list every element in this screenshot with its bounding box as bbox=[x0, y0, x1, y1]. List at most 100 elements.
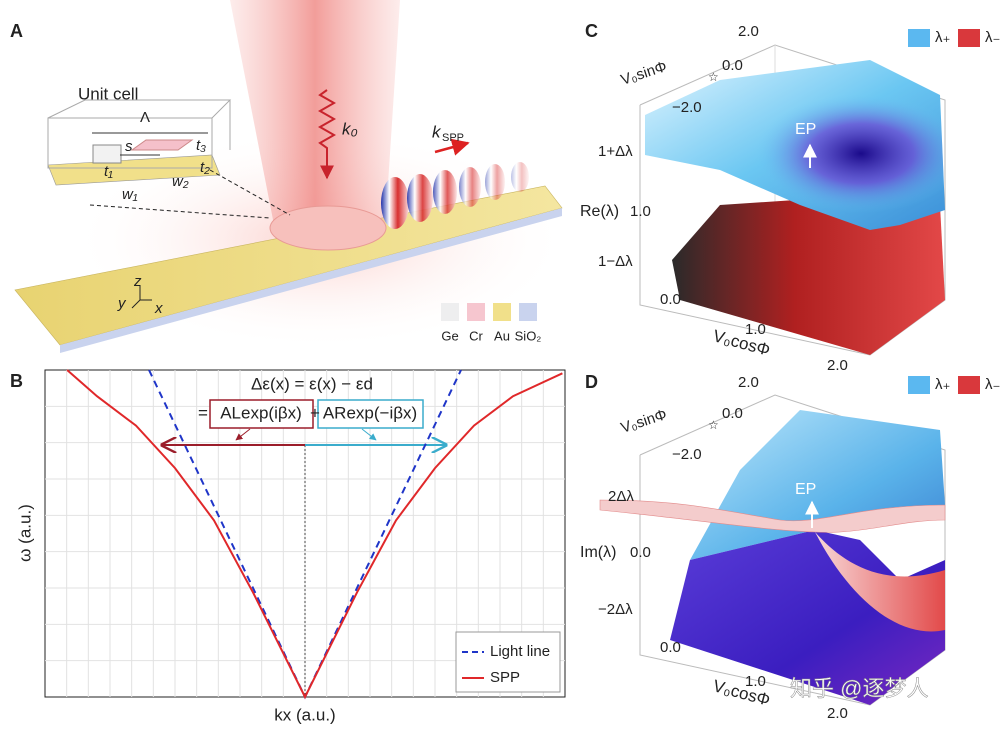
panel-c-text: 0.0 bbox=[722, 57, 743, 74]
panel-c-text: Re(λ) bbox=[580, 203, 619, 220]
panel-a-line bbox=[209, 169, 291, 216]
panel-c-text: 1.0 bbox=[745, 321, 766, 338]
panel-d-text: ☆ bbox=[708, 418, 719, 432]
material-label: SiO₂ bbox=[515, 328, 542, 343]
legend-swatch bbox=[908, 29, 930, 47]
unit-cell-rect bbox=[92, 144, 122, 164]
panel-a-polygon bbox=[230, 0, 400, 230]
material-swatch bbox=[441, 303, 459, 321]
legend: λ₊ λ₋ bbox=[908, 376, 1000, 394]
panel-d-text: V₀sinΦ bbox=[619, 406, 669, 437]
watermark: 知乎 @逐梦人 bbox=[790, 676, 928, 701]
panel-a-text: Unit cell bbox=[78, 84, 138, 103]
panel-a-text: y bbox=[117, 295, 127, 312]
panel-a-text: k bbox=[432, 122, 442, 141]
legend-label: SPP bbox=[490, 669, 520, 686]
panel-c-text: ☆ bbox=[708, 70, 719, 84]
legend-label: λ₊ bbox=[935, 376, 950, 393]
legend-label: Light line bbox=[490, 643, 550, 660]
panel-c-text: V₀sinΦ bbox=[619, 58, 669, 89]
panel-c: C 2.0 V₀sinΦ 0.0 ☆ −2.0 1+Δλ Re(λ) 1.0 1… bbox=[580, 21, 1000, 374]
panel-b-text: ALexp(iβx) bbox=[220, 403, 302, 422]
panel-a-line bbox=[89, 204, 271, 219]
unit-cell-polygon bbox=[47, 154, 221, 186]
panel-a-text: t₃ bbox=[196, 137, 206, 154]
unit-cell bbox=[47, 99, 232, 186]
panel-b: Light line SPP B Δε(x) = ε(x) − εd = ALex… bbox=[10, 369, 566, 724]
panel-c-text: 2.0 bbox=[827, 357, 848, 374]
panel-a-text: z bbox=[133, 273, 142, 290]
panel-b-text: B bbox=[10, 371, 23, 391]
panel-b-line bbox=[361, 428, 377, 441]
panel-d-text: EP bbox=[795, 481, 816, 498]
grid bbox=[45, 370, 565, 697]
panel-c-text: 1.0 bbox=[630, 203, 651, 220]
panel-c-polygon bbox=[672, 195, 945, 355]
panel-c-text: 1+Δλ bbox=[598, 143, 633, 160]
panel-c-text: 2.0 bbox=[738, 23, 759, 40]
panel-a-text: t₂ bbox=[200, 159, 210, 176]
legend-label: λ₋ bbox=[985, 376, 1000, 393]
panel-d-text: 0.0 bbox=[722, 405, 743, 422]
panel-d-path bbox=[599, 499, 946, 533]
panel-a-path bbox=[317, 89, 337, 180]
panel-d-text: 2.0 bbox=[738, 374, 759, 391]
material-label: Ge bbox=[441, 328, 458, 343]
panel-c-polygon bbox=[645, 60, 945, 230]
material-legend: Ge Cr Au SiO₂ bbox=[441, 303, 541, 343]
panel-a-text: w₁ bbox=[122, 186, 138, 203]
panel-d-text: −2Δλ bbox=[598, 601, 633, 618]
unit-cell-polygon bbox=[47, 99, 232, 119]
panel-d-text: 1.0 bbox=[745, 673, 766, 690]
panel-b-text: + bbox=[310, 403, 320, 422]
panel-d-text: Im(λ) bbox=[580, 544, 616, 561]
spp-wave-ellipse bbox=[381, 177, 409, 229]
panel-c-text: C bbox=[585, 21, 598, 41]
legend-label: λ₋ bbox=[985, 29, 1000, 46]
panel-c-text: EP bbox=[795, 121, 816, 138]
panel-d-path bbox=[815, 532, 945, 632]
panel-b-text: Δε(x) = ε(x) − εd bbox=[251, 374, 373, 393]
spp-wave-ellipse bbox=[407, 174, 433, 222]
panel-b-text: = bbox=[198, 403, 208, 422]
spp-wave-ellipse bbox=[485, 164, 505, 200]
spp-wave-ellipse bbox=[459, 167, 481, 207]
material-swatch bbox=[519, 303, 537, 321]
panel-a-text: A bbox=[10, 21, 23, 41]
panel-c-text: 0.0 bbox=[660, 291, 681, 308]
panel-d-text: 0.0 bbox=[660, 639, 681, 656]
series-line bbox=[66, 369, 563, 700]
panel-c-text: 1−Δλ bbox=[598, 253, 633, 270]
panel-a-polygon bbox=[60, 208, 562, 353]
panel-a-ellipse bbox=[269, 205, 387, 251]
panel-d-text: D bbox=[585, 372, 598, 392]
unit-cell-polygon bbox=[130, 139, 194, 151]
plot-lines: Light line SPP bbox=[66, 369, 563, 700]
legend-label: λ₊ bbox=[935, 29, 950, 46]
material-swatch bbox=[493, 303, 511, 321]
panel-d-text: 0.0 bbox=[630, 544, 651, 561]
panel-a-text: SPP bbox=[442, 132, 464, 144]
legend-swatch bbox=[908, 376, 930, 394]
legend: λ₊ λ₋ bbox=[908, 29, 1000, 47]
panel-a-text: x bbox=[154, 300, 163, 317]
panel-d-text: 2.0 bbox=[827, 705, 848, 722]
panel-a-line bbox=[131, 299, 141, 309]
panel-b-text: ω (a.u.) bbox=[15, 504, 34, 562]
panel-b-rect bbox=[455, 631, 561, 693]
spp-wave bbox=[381, 162, 529, 229]
panel-a-text: Λ bbox=[140, 109, 150, 126]
panel-b-rect bbox=[317, 399, 424, 429]
panel-c-text: −2.0 bbox=[672, 99, 702, 116]
spp-wave-ellipse bbox=[433, 170, 457, 214]
panel-a-text: t₁ bbox=[104, 163, 113, 180]
panel-a-text: w₂ bbox=[172, 173, 189, 190]
panel-a-text: s bbox=[125, 138, 133, 155]
material-label: Au bbox=[494, 328, 510, 343]
material-swatch bbox=[467, 303, 485, 321]
panel-d-text: 2Δλ bbox=[608, 488, 634, 505]
panel-b-line bbox=[235, 428, 251, 441]
legend-swatch bbox=[958, 376, 980, 394]
panel-b-text: ARexp(−iβx) bbox=[323, 403, 417, 422]
